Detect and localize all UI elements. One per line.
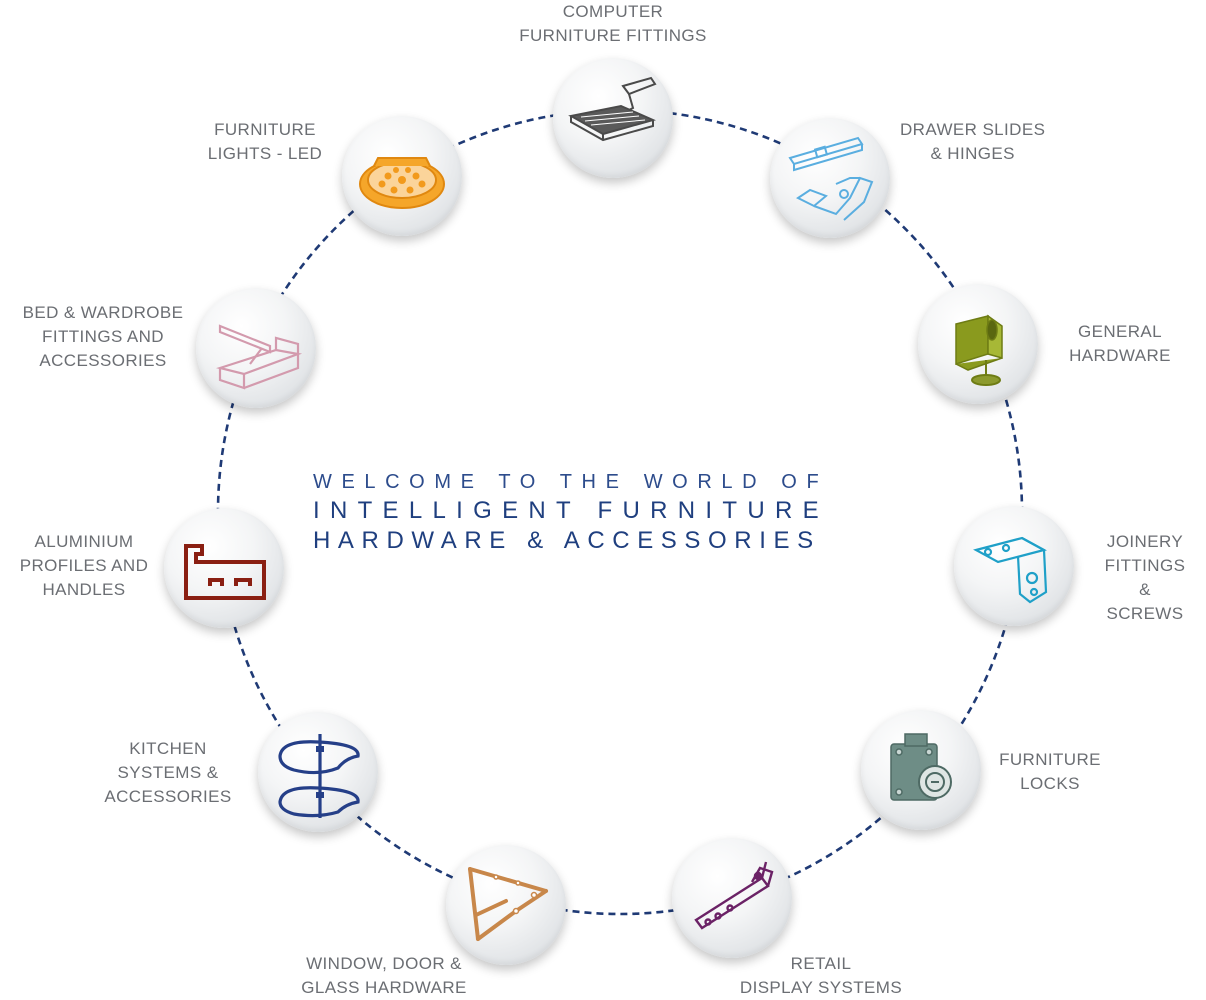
welcome-line-2: INTELLIGENT FURNITURE bbox=[313, 497, 829, 524]
display-bracket-icon bbox=[694, 861, 774, 930]
category-aluminium-profiles-handles[interactable] bbox=[164, 508, 284, 628]
keyboard-tray-icon bbox=[568, 76, 657, 142]
welcome-heading: WELCOME TO THE WORLD OF INTELLIGENT FURN… bbox=[313, 468, 933, 556]
bed-lift-icon bbox=[215, 324, 303, 390]
category-furniture-locks[interactable] bbox=[861, 710, 981, 830]
carousel-shelf-icon bbox=[278, 734, 360, 818]
category-label: FURNITURE LOCKS bbox=[999, 750, 1101, 793]
category-computer-furniture-fittings[interactable] bbox=[553, 58, 673, 178]
category-label: WINDOW, DOOR & GLASS HARDWARE bbox=[301, 954, 467, 997]
category-general-hardware[interactable] bbox=[918, 284, 1038, 404]
category-label: JOINERY FITTINGS & SCREWS bbox=[1104, 532, 1186, 623]
category-furniture-lights-led[interactable] bbox=[342, 116, 462, 236]
lock-icon bbox=[890, 733, 952, 801]
led-light-icon bbox=[359, 157, 445, 209]
category-bed-wardrobe-fittings[interactable] bbox=[196, 288, 316, 408]
category-label: GENERAL HARDWARE bbox=[1069, 322, 1171, 365]
aluminium-profile-icon bbox=[184, 544, 266, 600]
welcome-line-3: HARDWARE & ACCESSORIES bbox=[313, 527, 821, 554]
category-label: ALUMINIUM PROFILES AND HANDLES bbox=[19, 532, 149, 599]
category-label: FURNITURE LIGHTS - LED bbox=[207, 120, 323, 163]
category-retail-display-systems[interactable] bbox=[672, 838, 792, 958]
category-drawer-slides-hinges[interactable] bbox=[770, 118, 890, 238]
category-label: COMPUTER FURNITURE FITTINGS bbox=[519, 2, 707, 45]
category-joinery-fittings-screws[interactable] bbox=[954, 506, 1074, 626]
category-kitchen-systems-accessories[interactable] bbox=[258, 712, 378, 832]
leveler-bracket-icon bbox=[955, 314, 1003, 386]
category-label: KITCHEN SYSTEMS & ACCESSORIES bbox=[104, 739, 232, 806]
drawer-slide-hinge-icon bbox=[788, 136, 874, 221]
welcome-line-1: WELCOME TO THE WORLD OF bbox=[313, 471, 829, 493]
angle-bracket-icon bbox=[973, 536, 1048, 604]
category-label: RETAIL DISPLAY SYSTEMS bbox=[739, 954, 903, 997]
category-window-door-glass-hardware[interactable] bbox=[446, 845, 566, 965]
category-label: DRAWER SLIDES & HINGES bbox=[900, 120, 1046, 163]
window-stay-icon bbox=[468, 867, 548, 941]
category-label: BED & WARDROBE FITTINGS AND ACCESSORIES bbox=[22, 303, 184, 370]
